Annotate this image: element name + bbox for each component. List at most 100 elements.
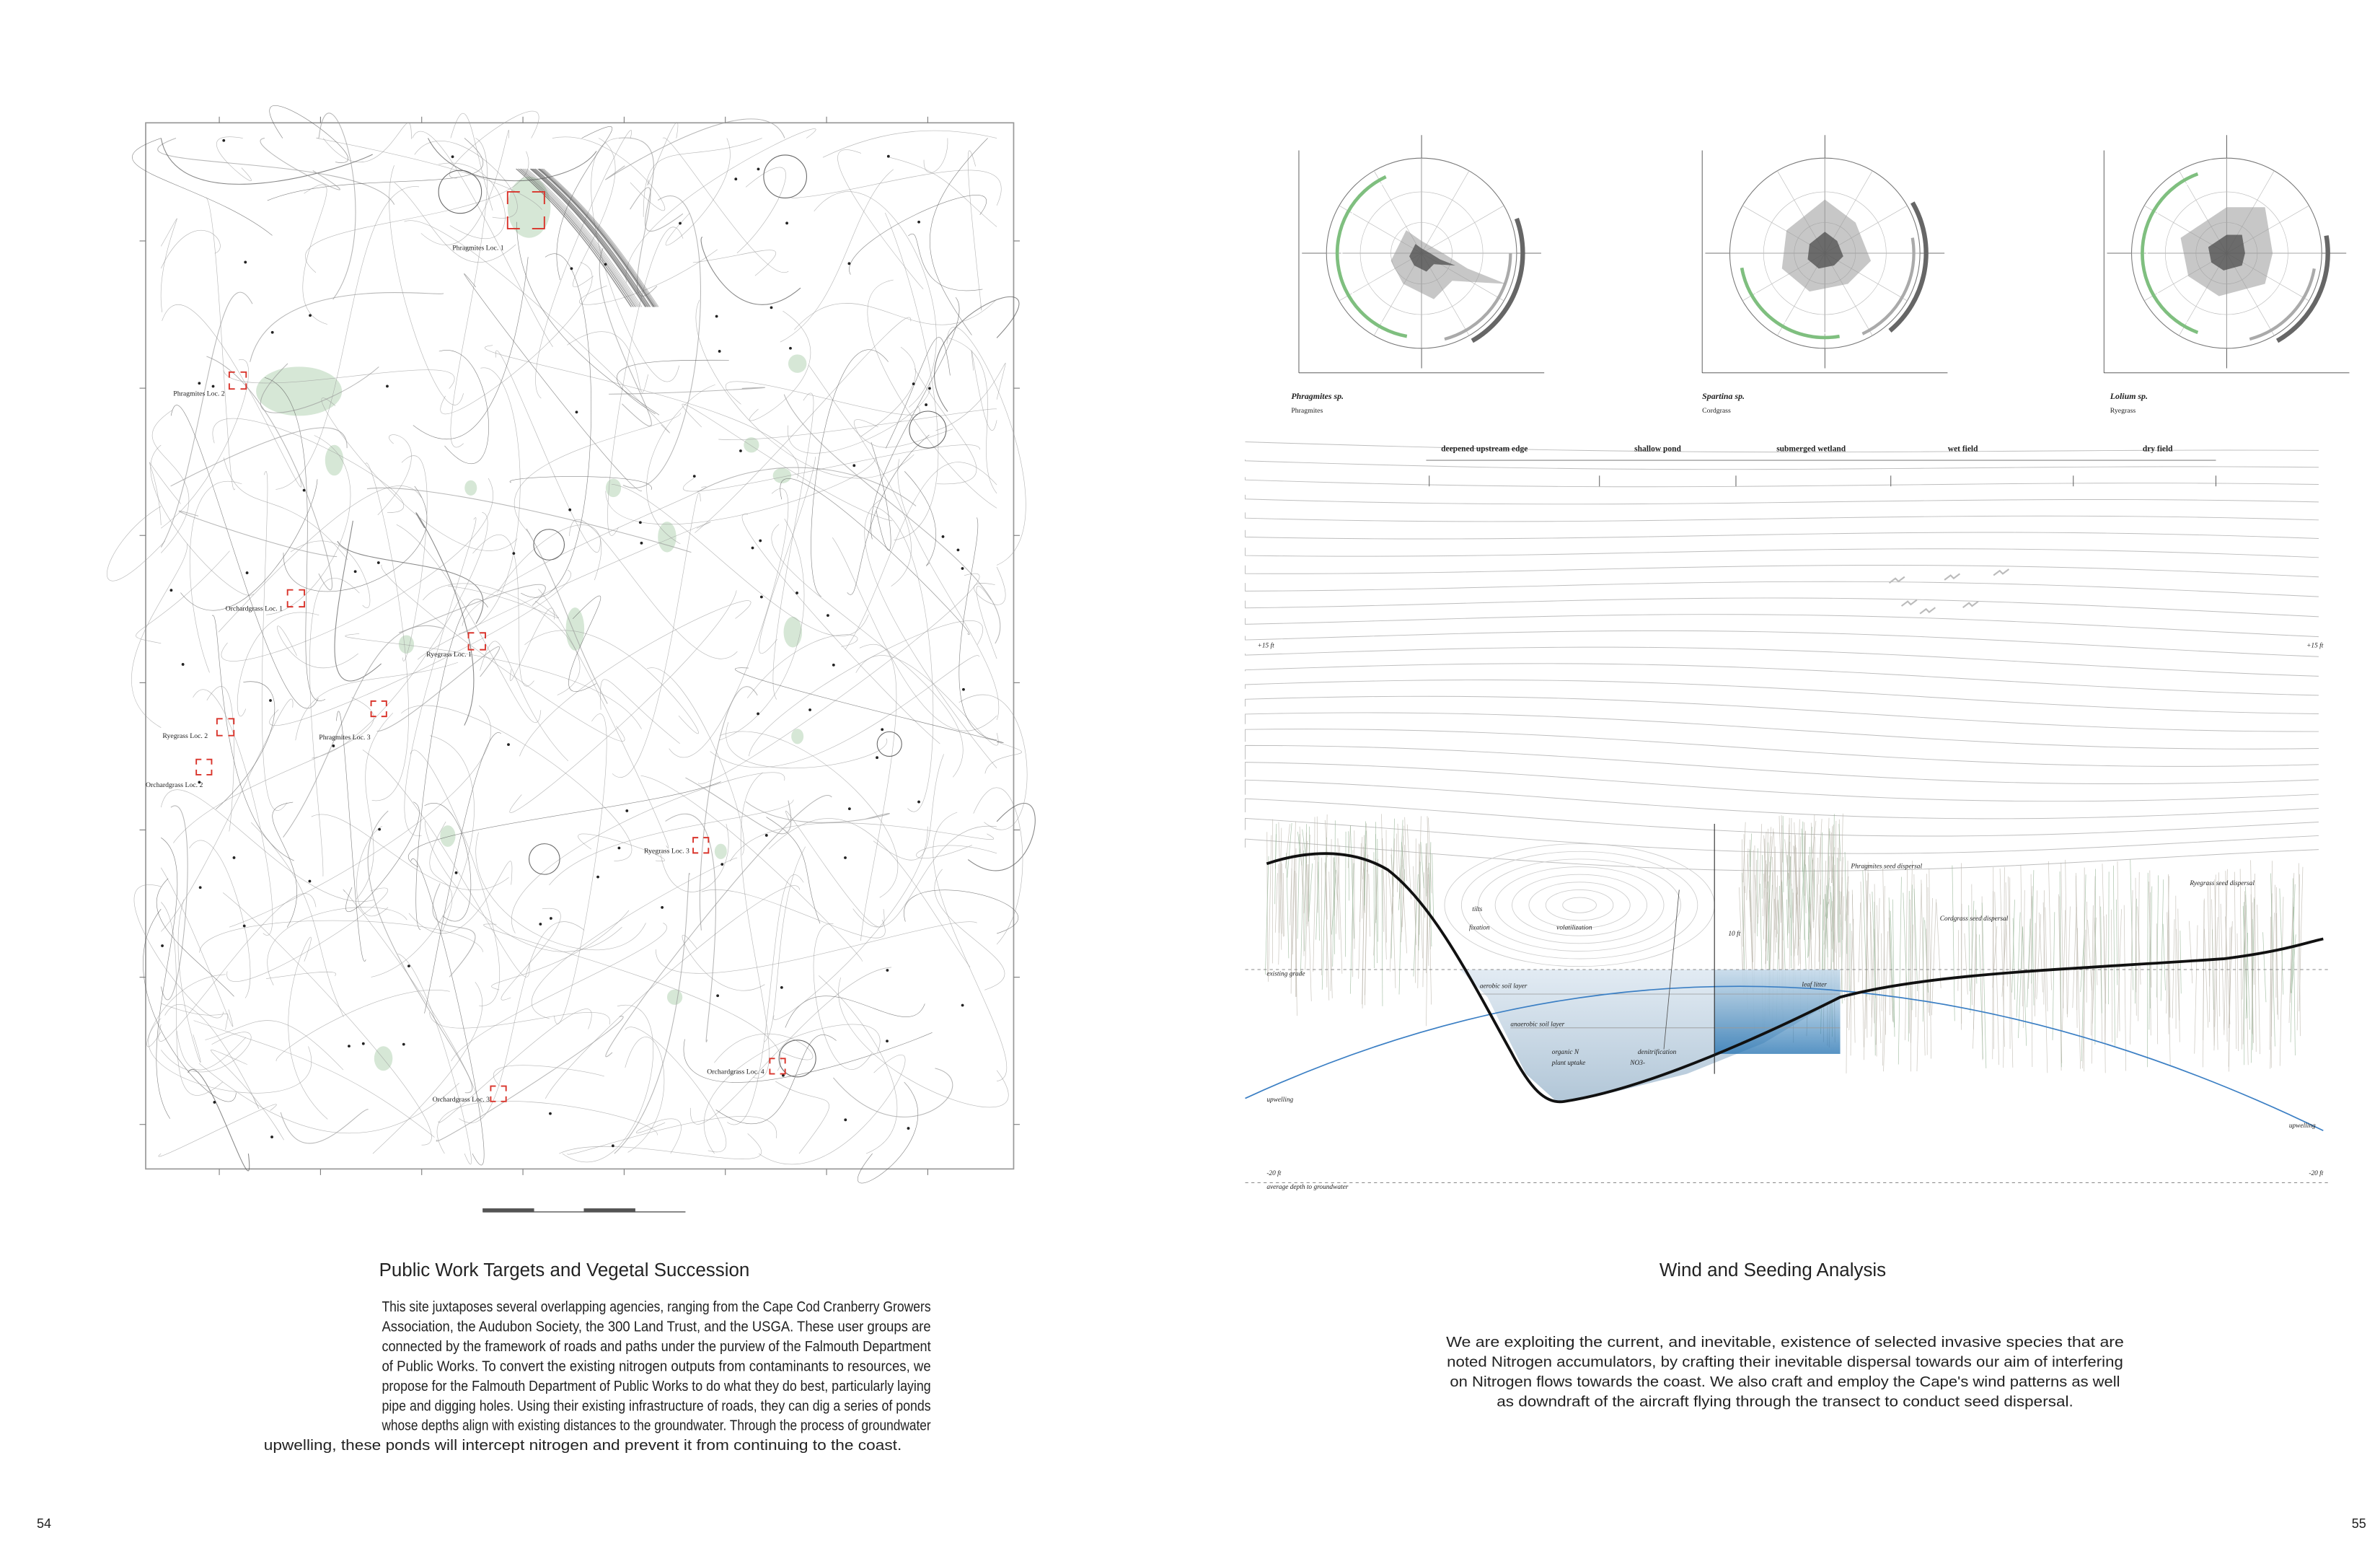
flow-path bbox=[625, 1027, 727, 1153]
vegetation-stroke bbox=[2058, 894, 2063, 1063]
vegetation-stroke bbox=[1869, 911, 1872, 1018]
site-point bbox=[759, 595, 763, 599]
gray-arc bbox=[2249, 268, 2316, 341]
bird bbox=[1919, 607, 1936, 615]
vegetation-stroke bbox=[1358, 861, 1362, 979]
flow-path bbox=[133, 884, 224, 1019]
flow-path bbox=[923, 138, 948, 173]
flow-path bbox=[775, 1081, 829, 1154]
site-point bbox=[757, 167, 760, 171]
survey-circle bbox=[778, 1040, 816, 1078]
site-point bbox=[181, 663, 185, 666]
left-paragraph-line: Association, the Audubon Society, the 30… bbox=[382, 1319, 930, 1335]
site-point bbox=[348, 1045, 351, 1048]
flow-path bbox=[540, 168, 656, 307]
flow-path bbox=[381, 564, 625, 742]
flow-path bbox=[697, 467, 917, 506]
section-annotation: volatilization bbox=[1556, 925, 1592, 932]
vegetation-stroke bbox=[2003, 866, 2005, 1068]
flow-path bbox=[151, 410, 190, 553]
site-point bbox=[270, 1135, 273, 1138]
section-drawing bbox=[1245, 441, 2331, 1184]
vegetation-stroke bbox=[1971, 884, 1973, 1006]
flow-path bbox=[410, 858, 485, 1166]
vegetation-stroke bbox=[1292, 821, 1296, 955]
flow-path bbox=[908, 234, 983, 291]
flow-path bbox=[783, 394, 1001, 644]
flow-path bbox=[935, 362, 1006, 431]
vegetation-stroke bbox=[1876, 905, 1882, 1044]
site-point bbox=[961, 1003, 964, 1007]
vegetation-stroke bbox=[2291, 934, 2296, 993]
flow-path bbox=[408, 781, 721, 868]
vegetation-stroke bbox=[1892, 899, 1895, 1037]
vegetation-stroke bbox=[1835, 858, 1840, 985]
wind-line bbox=[1245, 494, 2319, 505]
vegetation-stroke bbox=[1772, 856, 1776, 953]
location-label: Orchardgrass Loc. 2 bbox=[146, 781, 203, 789]
vegetation-patch bbox=[565, 607, 585, 651]
flow-path bbox=[427, 138, 597, 182]
wind-line bbox=[1245, 512, 2319, 522]
target-bracket bbox=[506, 190, 545, 229]
wind-line bbox=[1245, 779, 2319, 820]
flow-path bbox=[541, 168, 657, 307]
eddy-contour bbox=[1494, 866, 1665, 944]
site-point bbox=[211, 385, 215, 388]
rose-spoke bbox=[1421, 205, 1504, 254]
flow-path bbox=[162, 304, 302, 488]
vegetation-stroke bbox=[2111, 909, 2113, 1042]
flow-path bbox=[336, 711, 366, 962]
flow-path bbox=[160, 867, 234, 1027]
flow-path bbox=[432, 883, 476, 977]
vegetation-stroke bbox=[2262, 932, 2267, 1003]
flow-path bbox=[222, 892, 432, 1146]
vegetation-stroke bbox=[2035, 890, 2037, 998]
vegetation-stroke bbox=[2091, 905, 2094, 1036]
flow-path bbox=[740, 772, 770, 1078]
vegetation-stroke bbox=[2137, 906, 2141, 985]
zone-label: submerged wetland bbox=[1776, 444, 1846, 453]
green-arc-inner bbox=[1341, 180, 1409, 333]
flow-path bbox=[212, 418, 404, 513]
wind-roses: Phragmites sp. Phragmites Spartina sp. Cord… bbox=[1291, 135, 2350, 415]
wind-line bbox=[1245, 548, 2319, 558]
vegetation-stroke bbox=[1839, 891, 1841, 943]
vegetation-stroke bbox=[1404, 817, 1407, 882]
vegetation-stroke bbox=[1757, 848, 1758, 936]
site-point bbox=[617, 846, 621, 850]
flow-path bbox=[967, 803, 1036, 871]
flow-path bbox=[532, 168, 648, 307]
site-point bbox=[575, 410, 578, 414]
site-point bbox=[912, 382, 915, 386]
flow-path bbox=[794, 299, 997, 330]
vegetation-stroke bbox=[1822, 832, 1824, 973]
flow-path bbox=[404, 220, 671, 434]
site-point bbox=[720, 863, 724, 866]
section-annotation: aerobic soil layer bbox=[1480, 983, 1528, 990]
common-name: Phragmites bbox=[1291, 407, 1323, 415]
wind-line bbox=[1245, 744, 2319, 785]
vegetation-stroke bbox=[2279, 897, 2284, 1066]
flow-path bbox=[685, 777, 792, 835]
vegetation-stroke bbox=[1418, 861, 1421, 951]
vegetation-stroke bbox=[1926, 874, 1928, 1055]
flow-path bbox=[873, 754, 944, 861]
flow-path bbox=[766, 817, 821, 924]
flow-path bbox=[188, 1069, 250, 1172]
wind-rose: Lolium sp. Ryegrass bbox=[2103, 135, 2350, 415]
flow-path bbox=[158, 893, 317, 1042]
flow-path bbox=[318, 113, 356, 300]
flow-path bbox=[526, 168, 643, 307]
vegetation-stroke bbox=[2292, 878, 2296, 1055]
flow-path bbox=[372, 982, 483, 1154]
vegetation-stroke bbox=[1274, 834, 1277, 905]
vegetation-stroke bbox=[1994, 892, 2000, 1066]
vegetation-stroke bbox=[1805, 864, 1811, 933]
flow-path bbox=[533, 168, 649, 307]
section-annotation: +15 ft bbox=[2306, 641, 2324, 649]
vegetation-stroke bbox=[1851, 894, 1855, 1000]
vegetation-stroke bbox=[1858, 902, 1861, 983]
flow-path bbox=[530, 168, 646, 307]
